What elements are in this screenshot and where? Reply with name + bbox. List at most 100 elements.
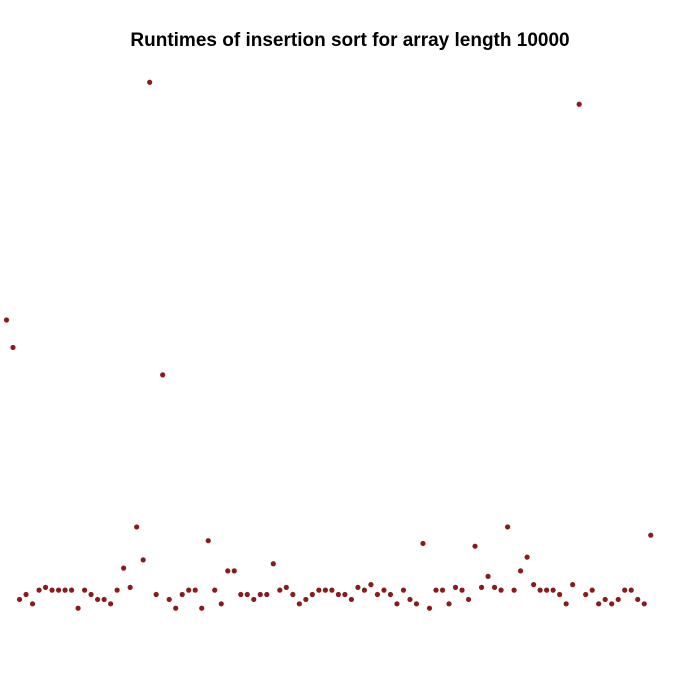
data-point (426, 605, 433, 611)
data-point (23, 591, 29, 598)
data-point (121, 565, 127, 571)
data-point (316, 587, 322, 593)
data-point (609, 601, 615, 607)
data-point (218, 601, 224, 607)
data-point (576, 101, 582, 107)
data-point (257, 591, 263, 598)
data-point (635, 596, 641, 603)
data-point (394, 601, 400, 607)
data-point (550, 587, 556, 593)
data-point (329, 587, 335, 593)
data-point (36, 587, 42, 593)
data-point (225, 568, 231, 574)
data-point (342, 591, 348, 598)
data-point (420, 540, 426, 547)
data-point (264, 591, 270, 598)
data-point (42, 584, 49, 590)
data-point (491, 584, 498, 590)
chart-title: Runtimes of insertion sort for array len… (130, 30, 570, 51)
data-point (127, 584, 133, 590)
data-point (387, 591, 394, 598)
data-point (238, 591, 244, 598)
data-point (205, 538, 211, 544)
data-point (309, 591, 315, 598)
data-point (485, 573, 491, 579)
data-point (446, 601, 452, 607)
data-point (628, 587, 634, 593)
data-point (147, 79, 153, 85)
data-point (452, 584, 459, 590)
data-point (459, 587, 465, 593)
data-point (361, 587, 368, 593)
data-point (3, 317, 10, 323)
data-point (335, 591, 341, 598)
data-point (179, 591, 185, 598)
data-point (29, 601, 36, 607)
data-point (407, 596, 413, 603)
data-point (10, 344, 16, 351)
data-point (596, 601, 602, 607)
data-point (277, 587, 283, 593)
data-point (95, 596, 101, 603)
data-point (270, 561, 276, 567)
data-point (439, 587, 446, 593)
data-point (641, 601, 647, 607)
data-point (160, 372, 166, 378)
data-point (531, 582, 537, 588)
data-point (283, 584, 289, 590)
data-point (101, 596, 107, 603)
data-point (108, 601, 114, 607)
data-point (381, 587, 387, 593)
data-point (622, 587, 628, 593)
data-point (153, 591, 159, 598)
data-point (75, 605, 81, 611)
data-point (615, 596, 621, 603)
data-point (472, 543, 478, 549)
data-point (478, 584, 485, 590)
data-point (114, 587, 120, 593)
data-point (524, 554, 530, 560)
data-point (498, 587, 504, 593)
data-point (368, 582, 374, 588)
data-point (16, 596, 23, 603)
data-point (517, 568, 524, 574)
data-point (322, 587, 328, 593)
data-point (290, 591, 296, 598)
data-point (504, 524, 511, 530)
data-point (55, 587, 62, 593)
data-point (537, 587, 543, 593)
data-point (251, 596, 257, 603)
data-point (49, 587, 55, 593)
data-point (413, 601, 420, 607)
data-point (511, 587, 517, 593)
data-point (173, 605, 179, 611)
data-point (296, 601, 302, 607)
data-point (544, 587, 550, 593)
data-point (166, 596, 172, 603)
data-point (602, 596, 608, 603)
data-point (348, 596, 354, 603)
data-point (212, 587, 218, 593)
data-point (648, 532, 654, 538)
data-point (192, 587, 198, 593)
data-point (570, 582, 576, 588)
data-point (134, 524, 140, 530)
data-point (583, 591, 589, 598)
data-point (433, 587, 439, 593)
data-point (88, 591, 94, 598)
data-point (465, 596, 472, 603)
data-point (557, 591, 563, 598)
data-point (303, 596, 309, 603)
data-point (563, 601, 569, 607)
data-point (244, 591, 250, 598)
data-point (400, 587, 407, 593)
data-point (81, 587, 88, 593)
data-point (355, 584, 361, 590)
data-point (231, 568, 237, 574)
data-point (140, 557, 146, 563)
data-point (62, 587, 68, 593)
data-point (589, 587, 595, 593)
data-point (374, 591, 381, 598)
data-point (199, 605, 205, 611)
